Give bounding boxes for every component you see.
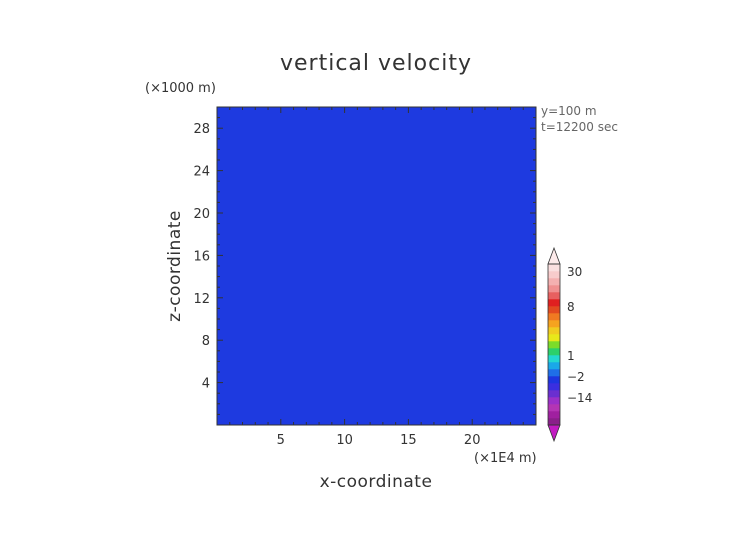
- colorbar-extend-high: [547, 246, 561, 265]
- y-tick-label: 24: [193, 165, 210, 180]
- y-axis-title: z-coordinate: [165, 210, 185, 322]
- colorbar-segment: [548, 278, 560, 286]
- colorbar-segment: [548, 334, 560, 342]
- colorbar-segment: [548, 285, 560, 293]
- y-axis-unit-label: (×1000 m): [145, 81, 216, 96]
- info-time: t=12200 sec: [541, 120, 618, 134]
- colorbar-segment: [548, 418, 560, 426]
- colorbar-segment: [548, 299, 560, 307]
- colorbar-segment: [548, 383, 560, 391]
- colorbar-tick-label: −14: [567, 391, 592, 405]
- colorbar-segment: [548, 411, 560, 419]
- colorbar-segment: [548, 341, 560, 349]
- colorbar-segment: [548, 320, 560, 328]
- velocity-field-heatmap: [217, 107, 536, 425]
- x-axis-unit-label: (×1E4 m): [474, 451, 537, 466]
- info-y-position: y=100 m: [541, 104, 597, 118]
- colorbar-frame: [547, 263, 561, 426]
- colorbar-segment: [548, 292, 560, 300]
- colorbar-segment: [548, 376, 560, 384]
- y-tick-label: 8: [202, 334, 210, 349]
- info-annotation: y=100 m t=12200 sec: [541, 104, 618, 134]
- y-tick-label: 20: [193, 207, 210, 222]
- x-tick-label: 15: [400, 433, 417, 448]
- colorbar-tick-label: 1: [567, 349, 575, 363]
- colorbar: 30 8 1 −2 −14: [547, 246, 592, 443]
- colorbar-segment: [548, 313, 560, 321]
- x-axis-ticks: 5 10 15 20: [229, 107, 524, 448]
- colorbar-segment: [548, 271, 560, 279]
- y-tick-label: 12: [193, 292, 210, 307]
- colorbar-segment: [548, 355, 560, 363]
- colorbar-segment: [548, 390, 560, 398]
- y-tick-label: 16: [193, 249, 210, 264]
- y-tick-label: 28: [193, 122, 210, 137]
- x-tick-label: 10: [336, 433, 353, 448]
- x-tick-label: 20: [464, 433, 481, 448]
- plot-area: [216, 106, 537, 426]
- colorbar-segment: [548, 362, 560, 370]
- colorbar-tick-label: 30: [567, 265, 582, 279]
- colorbar-segment: [548, 306, 560, 314]
- colorbar-segment: [548, 327, 560, 335]
- colorbar-tick-label: 8: [567, 300, 575, 314]
- x-tick-label: 5: [277, 433, 285, 448]
- colorbar-segment: [548, 397, 560, 405]
- y-tick-label: 4: [202, 377, 210, 392]
- chart-title: vertical velocity: [280, 51, 472, 76]
- colorbar-tick-label: −2: [567, 370, 585, 384]
- colorbar-segment: [548, 264, 560, 272]
- y-axis-ticks: 4 8 12 16 20 24 28: [193, 117, 536, 415]
- colorbar-segment: [548, 369, 560, 377]
- colorbar-segment: [548, 404, 560, 412]
- colorbar-segment: [548, 348, 560, 356]
- x-axis-title: x-coordinate: [320, 472, 433, 492]
- colorbar-extend-low: [547, 424, 561, 443]
